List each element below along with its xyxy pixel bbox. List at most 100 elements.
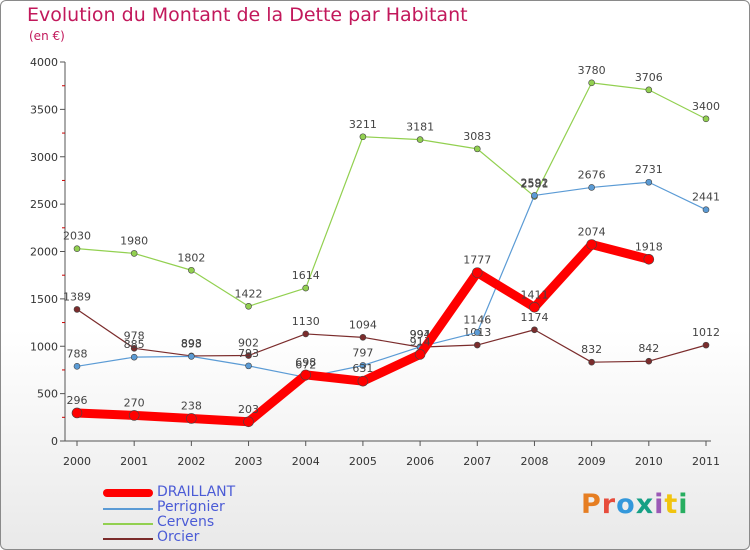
x-tick-label: 2005	[349, 455, 377, 468]
legend-item-draillant: DRAILLANT	[97, 484, 357, 501]
x-tick-label: 2008	[520, 455, 548, 468]
data-label-cervens: 2581	[520, 177, 548, 190]
data-point-draillant	[300, 369, 312, 381]
data-label-perrignier: 672	[295, 358, 316, 371]
series-line-perrignier	[76, 181, 707, 378]
legend-label-orcier: Orcier	[157, 529, 200, 545]
data-label-perrignier: 893	[181, 337, 202, 350]
legend-item-orcier: Orcier	[97, 529, 357, 546]
data-point-perrignier	[359, 362, 367, 369]
data-point-orcier	[359, 334, 367, 341]
data-label-orcier: 1174	[520, 311, 548, 324]
data-label-cervens: 2030	[63, 230, 91, 243]
data-point-orcier	[702, 341, 710, 349]
legend-swatch-perrignier	[103, 508, 153, 510]
data-point-draillant	[186, 413, 197, 424]
legend-swatch-draillant	[103, 489, 153, 497]
proxiti-logo: Proxiti	[581, 489, 689, 520]
data-point-cervens	[73, 245, 81, 252]
data-label-cervens: 3706	[635, 71, 663, 84]
data-label-cervens: 3211	[349, 118, 377, 131]
y-tick-label: 2500	[30, 198, 58, 211]
data-label-orcier: 991	[410, 328, 431, 341]
data-point-draillant	[414, 349, 426, 360]
legend-item-cervens: Cervens	[97, 514, 357, 531]
data-label-orcier: 1389	[63, 290, 91, 303]
data-point-draillant	[643, 253, 655, 265]
data-label-draillant: 296	[67, 394, 88, 407]
data-point-perrignier	[130, 353, 138, 361]
x-tick-label: 2000	[63, 455, 91, 468]
data-label-draillant: 1918	[635, 240, 663, 253]
data-label-orcier: 832	[581, 343, 602, 356]
legend-swatch-orcier	[103, 538, 153, 540]
data-label-orcier: 842	[638, 342, 659, 355]
data-label-perrignier: 788	[67, 347, 88, 360]
data-point-orcier	[130, 345, 138, 352]
data-label-cervens: 3083	[463, 130, 491, 143]
data-label-cervens: 1422	[235, 287, 263, 300]
data-point-cervens	[645, 86, 653, 94]
data-point-cervens	[188, 266, 195, 274]
data-label-cervens: 1614	[292, 269, 320, 282]
data-label-cervens: 3780	[578, 64, 606, 77]
legend-item-perrignier: Perrignier	[97, 499, 357, 516]
y-tick-label: 1500	[30, 293, 58, 306]
data-label-perrignier: 2676	[578, 168, 606, 181]
data-label-perrignier: 885	[124, 338, 145, 351]
data-point-orcier	[245, 352, 252, 359]
y-tick-label: 3000	[30, 151, 58, 164]
data-point-perrignier	[473, 329, 481, 336]
series-line-cervens	[76, 82, 707, 307]
data-point-draillant	[71, 407, 83, 419]
data-point-perrignier	[73, 363, 81, 370]
data-point-perrignier	[531, 192, 538, 199]
data-label-draillant: 2074	[578, 225, 606, 238]
data-label-cervens: 3181	[406, 121, 434, 134]
x-tick-label: 2007	[463, 455, 491, 468]
data-point-orcier	[645, 357, 653, 365]
y-tick-label: 2000	[30, 246, 58, 259]
chart-subtitle: (en €)	[29, 29, 65, 43]
data-point-cervens	[130, 250, 138, 257]
series-line-orcier	[76, 308, 707, 363]
data-label-draillant: 203	[238, 403, 259, 416]
x-tick-label: 2010	[635, 455, 663, 468]
data-label-orcier: 898	[181, 337, 202, 350]
series-line-draillant	[72, 239, 654, 427]
data-label-orcier: 902	[238, 337, 259, 350]
data-point-draillant	[586, 239, 597, 250]
data-point-orcier	[473, 341, 481, 349]
data-point-perrignier	[188, 353, 195, 360]
x-tick-label: 2002	[177, 455, 205, 468]
data-label-draillant: 698	[295, 356, 316, 369]
data-point-orcier	[531, 326, 538, 334]
data-label-orcier: 1130	[292, 315, 320, 328]
data-point-cervens	[588, 79, 595, 87]
data-label-cervens: 1802	[177, 251, 205, 264]
data-label-cervens: 1980	[120, 234, 148, 247]
data-point-orcier	[588, 358, 595, 366]
data-point-draillant	[243, 416, 254, 428]
data-label-cervens: 3400	[692, 100, 720, 113]
data-label-orcier: 1094	[349, 318, 377, 331]
y-tick-label: 0	[51, 435, 58, 448]
y-tick-label: 4000	[30, 56, 58, 69]
data-label-perrignier: 994	[410, 328, 431, 341]
y-tick-label: 3500	[30, 103, 58, 116]
data-point-draillant	[357, 375, 369, 387]
data-label-draillant: 631	[352, 362, 373, 375]
y-tick-label: 1000	[30, 340, 58, 353]
x-tick-label: 2009	[578, 455, 606, 468]
data-point-draillant	[128, 410, 140, 421]
data-point-orcier	[302, 330, 310, 338]
legend-label-perrignier: Perrignier	[157, 499, 225, 515]
data-label-draillant: 914	[410, 335, 431, 348]
data-point-orcier	[73, 306, 81, 313]
data-point-cervens	[359, 133, 367, 141]
data-point-perrignier	[702, 206, 710, 214]
x-tick-label: 2001	[120, 455, 148, 468]
data-point-draillant	[471, 267, 483, 278]
data-point-cervens	[302, 284, 310, 292]
